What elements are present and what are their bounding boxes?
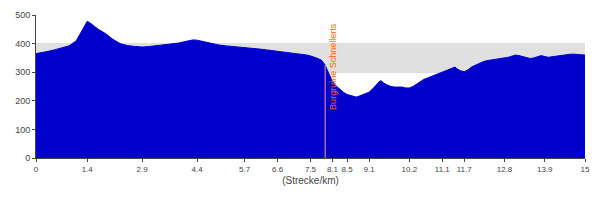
svg-text:5.7: 5.7 bbox=[239, 165, 251, 174]
svg-text:1.4: 1.4 bbox=[82, 165, 94, 174]
svg-text:9.1: 9.1 bbox=[363, 165, 375, 174]
svg-text:0: 0 bbox=[25, 153, 30, 163]
svg-text:7.5: 7.5 bbox=[305, 165, 317, 174]
svg-text:11.7: 11.7 bbox=[457, 165, 473, 174]
svg-text:6.6: 6.6 bbox=[272, 165, 284, 174]
svg-text:400: 400 bbox=[15, 39, 30, 49]
svg-text:500: 500 bbox=[15, 10, 30, 20]
svg-text:200: 200 bbox=[15, 96, 30, 106]
svg-text:13.9: 13.9 bbox=[537, 165, 553, 174]
svg-text:8.1: 8.1 bbox=[327, 165, 339, 174]
svg-text:12.8: 12.8 bbox=[497, 165, 513, 174]
svg-text:2.9: 2.9 bbox=[137, 165, 149, 174]
svg-text:Burgruine Schnellerts: Burgruine Schnellerts bbox=[328, 23, 338, 110]
svg-text:4.4: 4.4 bbox=[191, 165, 203, 174]
svg-text:10.2: 10.2 bbox=[402, 165, 418, 174]
svg-text:8.5: 8.5 bbox=[342, 165, 354, 174]
svg-text:(Strecke/km): (Strecke/km) bbox=[282, 175, 339, 186]
svg-text:0: 0 bbox=[34, 165, 39, 174]
svg-text:15: 15 bbox=[581, 165, 590, 174]
svg-text:11.1: 11.1 bbox=[435, 165, 451, 174]
svg-text:100: 100 bbox=[15, 125, 30, 135]
svg-text:300: 300 bbox=[15, 67, 30, 77]
